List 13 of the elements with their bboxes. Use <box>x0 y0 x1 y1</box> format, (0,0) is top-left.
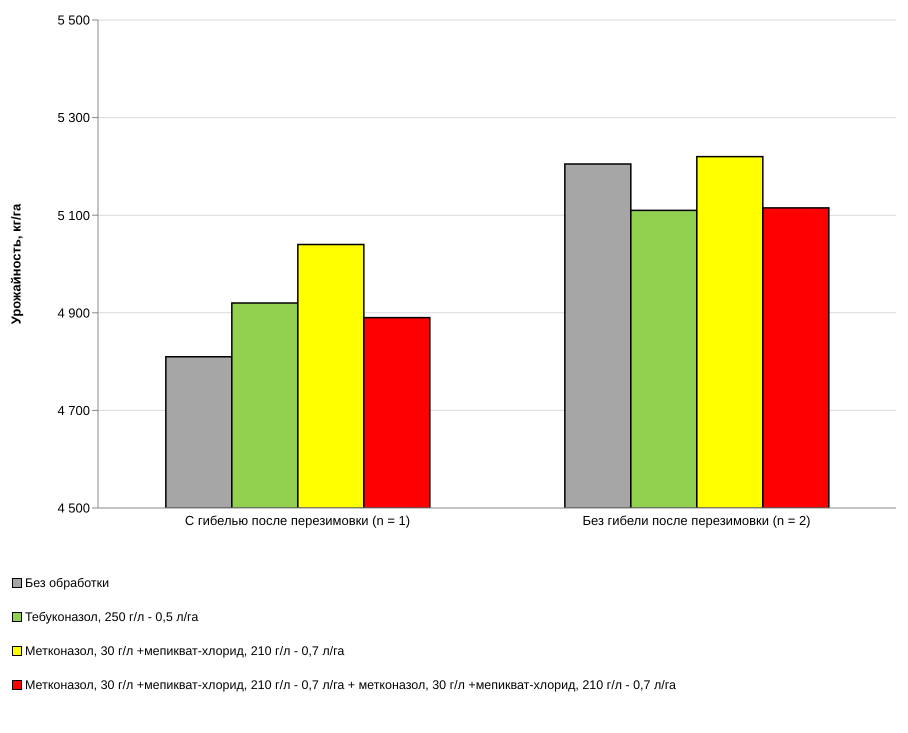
y-tick-label: 4 700 <box>57 403 90 418</box>
y-tick-label: 4 900 <box>57 305 90 320</box>
legend-label: Без обработки <box>25 576 110 590</box>
legend-label: Метконазол, 30 г/л +мепикват-хлорид, 210 г/л - 0,7 л/га + метконазол, 30 г/л +мепикват-хлорид, 210 г/л - 0,7 л/га <box>25 678 676 692</box>
legend-label: Метконазол, 30 г/л +мепикват-хлорид, 210 г/л - 0,7 л/га <box>25 644 344 658</box>
x-tick-label: С гибелью после перезимовки (n = 1) <box>184 513 410 528</box>
y-tick-label: 5 100 <box>57 208 90 223</box>
y-axis-title: Урожайность, кг/га <box>8 202 24 324</box>
y-tick-label: 5 300 <box>57 110 90 126</box>
y-tick-label: 5 500 <box>57 12 90 28</box>
y-tick-label: 4 500 <box>57 500 90 516</box>
x-tick-label: Без гибели после перезимовки (n = 2) <box>582 513 811 528</box>
legend-label: Тебуконазол, 250 г/л - 0,5 л/га <box>25 610 198 624</box>
